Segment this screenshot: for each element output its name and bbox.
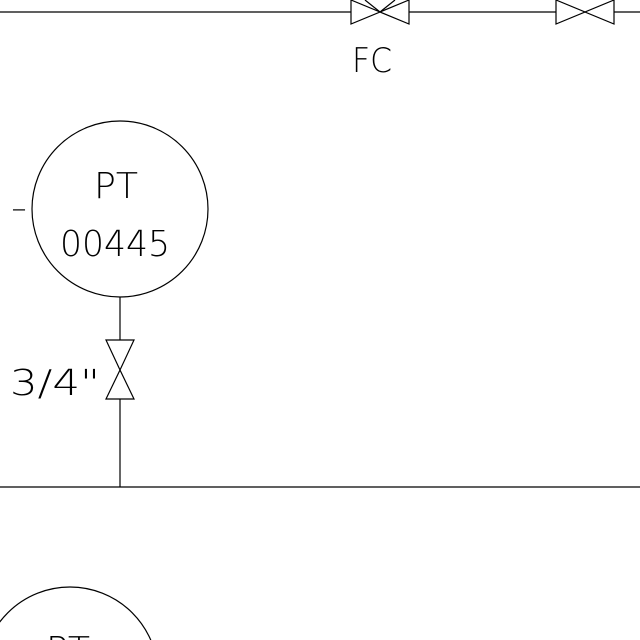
instrument-2-tag-type: PT [46, 630, 90, 640]
fc-valve-label: FC [352, 41, 392, 81]
instrument-tag-number: 00445 [60, 224, 170, 265]
instrument-side-mark: – [12, 191, 27, 226]
fc-gate-valve[interactable] [350, 0, 410, 25]
pressure-transmitter-bubble[interactable]: PT 00445 [31, 120, 209, 298]
pressure-transmitter-bubble-2[interactable]: PT [0, 586, 158, 640]
branch-valve-size-label: 3/4" [10, 363, 100, 404]
branch-gate-valve[interactable] [105, 339, 135, 400]
instrument-tag-type: PT [94, 166, 138, 207]
top-right-gate-valve[interactable] [555, 0, 640, 25]
